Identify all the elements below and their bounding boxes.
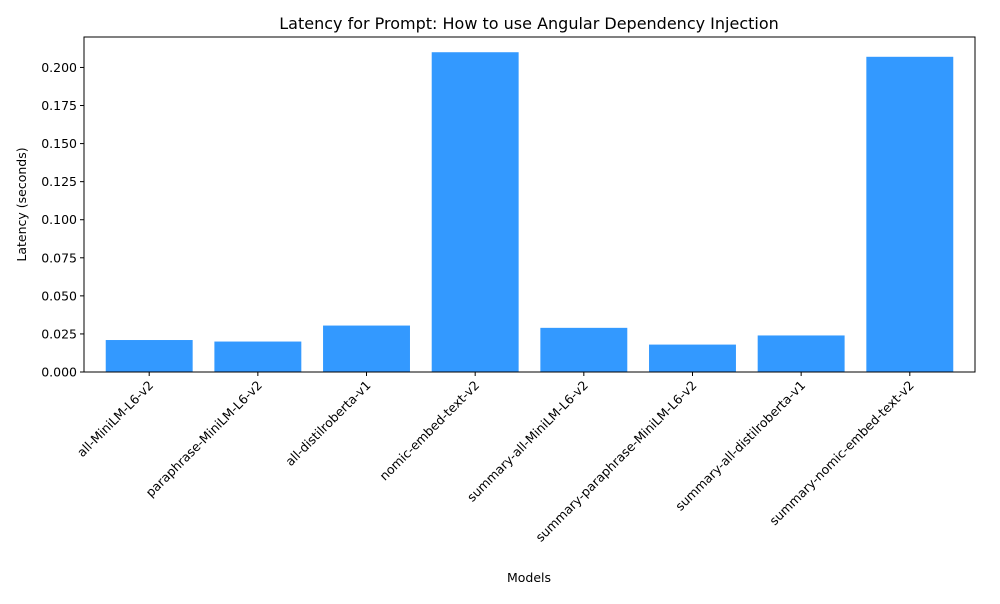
bar-summary-all-distilroberta-v1: [757, 335, 845, 372]
y-tick-label: 0.150: [41, 136, 77, 151]
x-tick-label: all-distilroberta-v1: [282, 378, 373, 469]
y-tick-label: 0.000: [41, 365, 77, 380]
y-tick-label: 0.125: [41, 174, 77, 189]
x-axis-label: Models: [507, 570, 551, 585]
bar-paraphrase-MiniLM-L6-v2: [214, 341, 302, 372]
x-tick-label: all-MiniLM-L6-v2: [74, 378, 156, 460]
bar-summary-paraphrase-MiniLM-L6-v2: [649, 344, 736, 372]
chart-title: Latency for Prompt: How to use Angular D…: [279, 14, 779, 33]
bar-nomic-embed-text-v2: [431, 52, 519, 373]
bars-layer: [105, 52, 954, 373]
y-tick-label: 0.200: [41, 60, 77, 75]
y-tick-label: 0.050: [41, 288, 77, 303]
y-tick-label: 0.175: [41, 98, 77, 113]
bar-all-MiniLM-L6-v2: [105, 340, 193, 372]
y-tick-label: 0.100: [41, 212, 77, 227]
plot-frame: [83, 36, 976, 373]
y-tick-label: 0.025: [41, 326, 77, 341]
x-tick-label: paraphrase-MiniLM-L6-v2: [143, 378, 265, 500]
bar-summary-all-MiniLM-L6-v2: [540, 327, 628, 372]
bar-all-distilroberta-v1: [323, 325, 410, 372]
bar-summary-nomic-embed-text-v2: [866, 56, 954, 372]
y-axis-label: Latency (seconds): [14, 147, 29, 261]
x-tick-label: summary-all-distilroberta-v1: [672, 378, 808, 514]
x-tick-label: summary-all-MiniLM-L6-v2: [464, 378, 591, 505]
y-tick-label: 0.075: [41, 250, 77, 265]
x-tick-label: nomic-embed-text-v2: [376, 378, 482, 484]
